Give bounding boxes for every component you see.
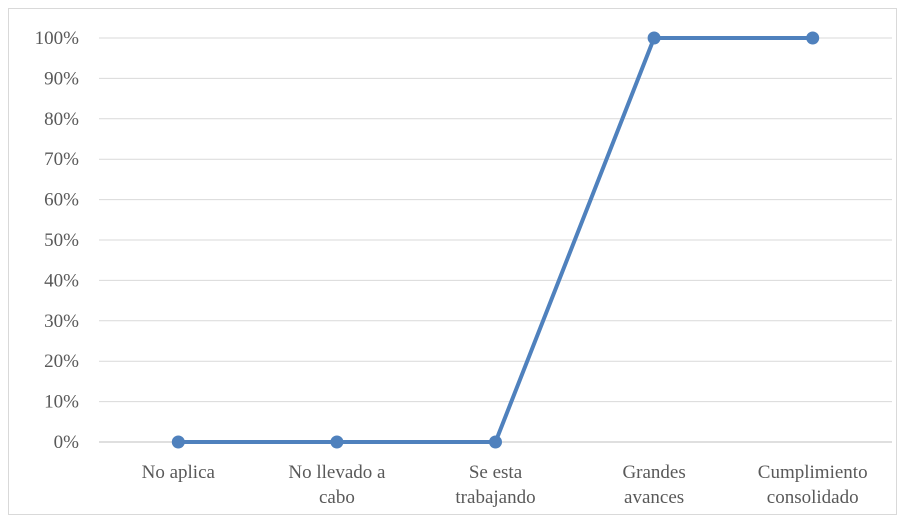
x-tick-label: trabajando (455, 487, 535, 508)
data-point (489, 435, 502, 449)
data-point (330, 435, 344, 449)
x-tick-label: Cumplimiento (758, 462, 868, 483)
y-tick-label: 40% (44, 270, 79, 291)
y-tick-label: 70% (44, 149, 79, 170)
x-tick-label: Se esta (469, 462, 523, 483)
y-tick-label: 10% (44, 392, 79, 413)
x-tick-label: No llevado a (288, 462, 386, 483)
x-tick-label: avances (624, 487, 684, 508)
data-point (806, 31, 820, 45)
y-tick-label: 0% (54, 432, 80, 453)
x-tick-label: cabo (319, 487, 355, 508)
y-tick-label: 90% (44, 68, 79, 89)
y-tick-label: 20% (44, 351, 79, 372)
chart-frame (8, 8, 897, 515)
y-tick-label: 60% (44, 190, 79, 211)
x-tick-label: Grandes (622, 462, 685, 483)
y-tick-label: 50% (44, 230, 79, 251)
data-point (171, 435, 185, 449)
y-tick-label: 80% (44, 109, 79, 130)
y-tick-label: 100% (35, 28, 80, 49)
x-tick-label: consolidado (767, 487, 859, 508)
data-point (647, 31, 661, 45)
y-tick-label: 30% (44, 311, 79, 332)
x-tick-label: No aplica (142, 462, 216, 483)
